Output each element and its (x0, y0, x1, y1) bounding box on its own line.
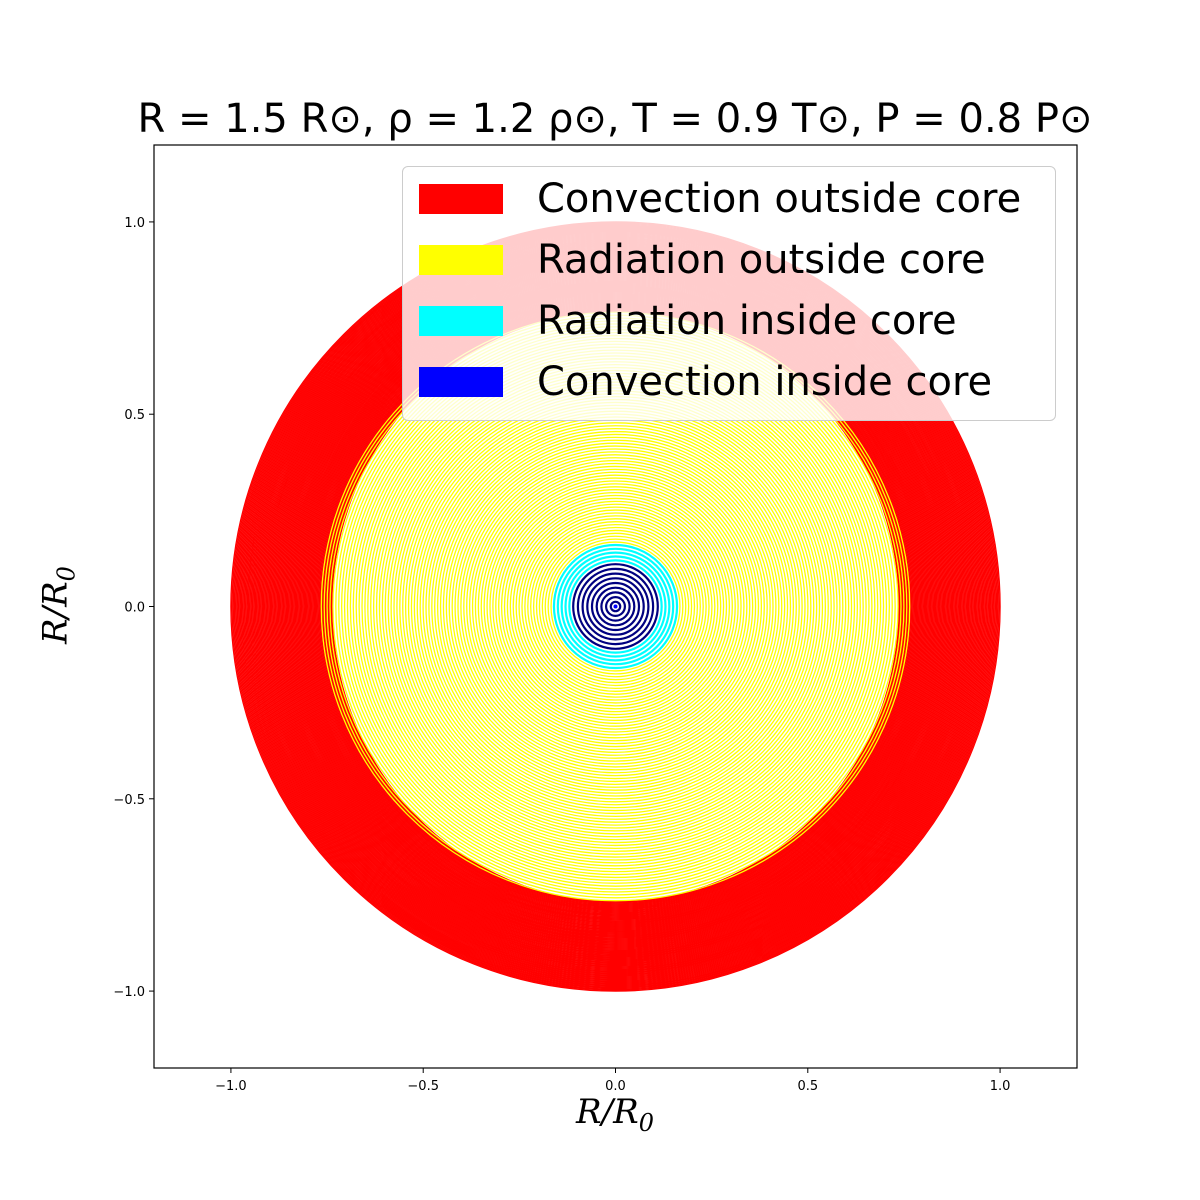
x-tick-label: 0.0 (605, 1079, 626, 1094)
y-tick-label: 1.0 (124, 216, 145, 231)
ring-radiation-outside-core (439, 430, 792, 783)
ring-radiation-outside-core (544, 535, 687, 678)
ring-radiation-outside-core (463, 454, 768, 759)
legend-swatch (419, 245, 503, 275)
legend-swatch (419, 367, 503, 397)
ring-convection-inside-core (581, 572, 650, 641)
legend-item: Convection inside core (419, 359, 993, 405)
ring-radiation-outside-core (515, 506, 716, 707)
ring-convection-inside-core (586, 577, 645, 636)
ring-radiation-outside-core (466, 457, 765, 756)
ring-radiation-outside-core (474, 465, 757, 748)
ring-radiation-outside-core (518, 509, 713, 704)
ring-radiation-inside-core (564, 555, 667, 658)
ring-radiation-outside-core (547, 538, 684, 675)
y-tick-label: −0.5 (113, 793, 145, 808)
ring-radiation-outside-core (448, 439, 783, 774)
ring-radiation-outside-core (541, 532, 690, 681)
ring-radiation-outside-core (471, 462, 760, 751)
ring-radiation-outside-core (445, 436, 786, 777)
ring-convection-inside-core (572, 563, 659, 650)
ring-radiation-outside-core (495, 486, 736, 727)
ring-radiation-outside-core (524, 515, 707, 698)
ring-radiation-outside-core (538, 529, 693, 684)
ring-radiation-inside-core (560, 551, 671, 662)
ring-radiation-outside-core (451, 442, 780, 771)
ring-radiation-outside-core (509, 500, 722, 713)
ring-radiation-outside-core (535, 526, 696, 687)
y-tick-label: 0.5 (124, 408, 145, 423)
ring-radiation-outside-core (489, 480, 742, 733)
ring-radiation-inside-core (552, 543, 679, 670)
ring-radiation-outside-core (477, 468, 754, 745)
ring-convection-inside-core (590, 581, 641, 632)
x-tick-label: 1.0 (990, 1079, 1011, 1094)
y-tick-label: −1.0 (113, 985, 145, 1000)
legend-label: Convection inside core (537, 359, 993, 405)
legend-item: Radiation inside core (419, 298, 957, 344)
x-tick-label: −1.0 (215, 1079, 247, 1094)
ring-convection-inside-core (609, 600, 622, 613)
ring-radiation-inside-core (556, 547, 675, 666)
legend-label: Convection outside core (537, 176, 1022, 222)
center-point (613, 604, 618, 609)
ring-radiation-outside-core (550, 541, 681, 672)
legend: Convection outside core Radiation outsid… (402, 166, 1056, 421)
chart-title: R = 1.5 R⊙, ρ = 1.2 ρ⊙, T = 0.9 T⊙, P = … (137, 96, 1093, 142)
ring-radiation-outside-core (492, 483, 739, 730)
ring-radiation-outside-core (436, 427, 795, 786)
ring-radiation-outside-core (532, 523, 699, 690)
x-axis-label: R/R0 (576, 1092, 654, 1137)
y-tick-label: 0.0 (124, 601, 145, 616)
legend-item: Radiation outside core (419, 237, 986, 283)
ring-convection-inside-core (595, 586, 636, 627)
ring-radiation-inside-core (568, 559, 663, 654)
legend-label: Radiation inside core (537, 298, 957, 344)
ring-radiation-outside-core (512, 503, 719, 710)
legend-item: Convection outside core (419, 176, 1022, 222)
ring-convection-inside-core (576, 567, 655, 646)
ring-radiation-outside-core (486, 477, 745, 736)
ring-radiation-outside-core (434, 425, 797, 788)
x-tick-label: −0.5 (407, 1079, 439, 1094)
ring-radiation-outside-core (521, 512, 710, 701)
ring-radiation-outside-core (527, 518, 704, 695)
ticks-group: −1.0 −0.5 0.0 0.5 1.0 −1.0 −0.5 0.0 0.5 1.0 (113, 216, 1010, 1094)
ring-radiation-outside-core (500, 491, 731, 722)
legend-swatch (419, 306, 503, 336)
ring-convection-inside-core (600, 591, 631, 622)
ring-radiation-outside-core (460, 451, 771, 762)
ring-radiation-outside-core (454, 445, 777, 768)
ring-radiation-outside-core (503, 494, 728, 719)
ring-radiation-outside-core (480, 471, 751, 742)
legend-label: Radiation outside core (537, 237, 986, 283)
ring-radiation-outside-core (457, 448, 774, 765)
legend-swatch (419, 184, 503, 214)
ring-radiation-outside-core (431, 422, 800, 791)
x-tick-label: 0.5 (797, 1079, 818, 1094)
ring-radiation-outside-core (442, 433, 789, 780)
ring-radiation-outside-core (468, 459, 763, 754)
ring-convection-inside-core (604, 595, 627, 618)
y-axis-label: R/R0 (35, 566, 81, 644)
ring-radiation-outside-core (483, 474, 748, 739)
ring-radiation-outside-core (506, 497, 725, 716)
ring-radiation-outside-core (498, 489, 733, 724)
ring-radiation-outside-core (530, 521, 701, 692)
